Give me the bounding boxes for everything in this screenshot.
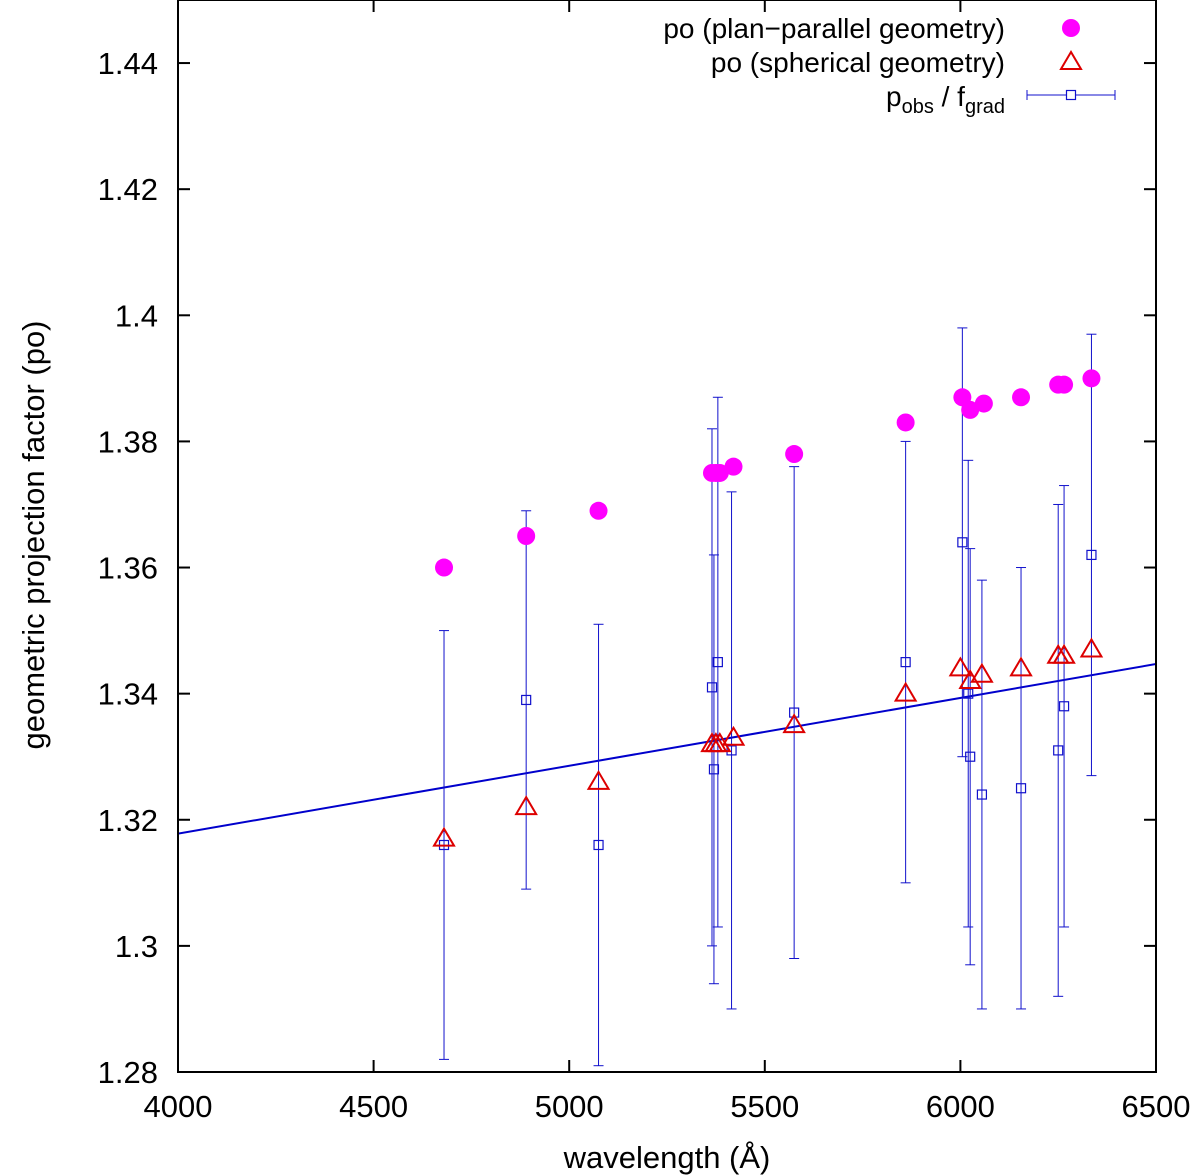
x-tick-label-4: 6000: [926, 1089, 995, 1124]
plan-parallel-point-10: [961, 400, 980, 419]
spherical-point-6: [721, 725, 746, 746]
obs-point-2: [593, 623, 604, 1067]
y-tick-label-6: 1.4: [115, 298, 158, 333]
x-tick-label-5: 6500: [1122, 1089, 1191, 1124]
x-tick-label-3: 5500: [730, 1089, 799, 1124]
obs-marker-1: [521, 694, 532, 706]
obs-point-6: [726, 491, 737, 1010]
obs-point-1: [521, 510, 532, 890]
obs-marker-9: [957, 537, 968, 548]
y-tick-label-2: 1.32: [98, 803, 158, 838]
plan-parallel-point-1: [517, 527, 536, 545]
plan-parallel-point-15: [1082, 369, 1101, 388]
chart-axes: 4000 4500 5000 5500 6000 6500 1.28 1.3 1.32 1.34 1…: [98, 0, 1191, 1124]
spherical-point-7: [782, 713, 806, 734]
obs-marker-10: [963, 688, 974, 699]
chart-legend: po (plan−parallel geometry) po (spherica…: [663, 13, 1116, 118]
obs-marker-3: [706, 682, 718, 693]
plan-parallel-point-0: [435, 558, 454, 577]
plan-parallel-point-6: [724, 457, 743, 476]
y-tick-label-4: 1.36: [98, 551, 158, 586]
plan-parallel-point-5: [710, 463, 729, 482]
y-tick-label-3: 1.34: [98, 677, 158, 712]
obs-point-15: [1058, 485, 1070, 928]
obs-marker-11: [965, 751, 976, 762]
obs-marker-14: [1053, 745, 1064, 756]
obs-point-14: [1053, 503, 1064, 997]
y-tick-label-8: 1.44: [98, 46, 158, 81]
spherical-point-14: [1052, 643, 1076, 664]
plan-parallel-point-2: [589, 501, 608, 520]
fit-line-group: [178, 663, 1156, 835]
obs-marker-2: [593, 839, 604, 851]
y-tick-label-5: 1.38: [98, 424, 158, 459]
spherical-point-12: [1009, 656, 1033, 677]
spherical-point-0: [432, 826, 456, 847]
x-tick-label-2: 5000: [535, 1089, 604, 1124]
spherical-point-9: [948, 656, 973, 677]
obs-point-4: [708, 554, 720, 985]
spherical-point-15: [1079, 637, 1104, 658]
obs-point-12: [976, 579, 988, 1010]
plan-parallel-point-12: [1012, 388, 1031, 407]
legend-label-spherical: po (spherical geometry): [711, 47, 1005, 78]
y-tick-label-0: 1.28: [98, 1055, 158, 1090]
spherical-point-11: [970, 662, 994, 683]
obs-marker-5: [712, 657, 723, 668]
y-tick-label-7: 1.42: [98, 172, 158, 207]
obs-marker-8: [900, 657, 911, 668]
x-axis-label: wavelength (Å): [563, 1140, 771, 1175]
spherical-point-10: [958, 669, 982, 690]
obs-marker-15: [1058, 701, 1070, 712]
obs-marker-13: [1015, 783, 1027, 794]
y-axis-label: geometric projection factor (po): [16, 320, 51, 749]
legend-symbol-spherical: [1059, 50, 1083, 70]
obs-point-8: [900, 440, 911, 884]
obs-marker-4: [708, 764, 720, 775]
spherical-point-2: [586, 769, 611, 790]
plan-parallel-point-14: [1055, 375, 1074, 394]
plan-parallel-point-11: [974, 394, 993, 413]
obs-point-3: [706, 428, 718, 947]
obs-point-10: [963, 459, 974, 928]
x-tick-label-1: 4500: [339, 1089, 408, 1124]
obs-marker-16: [1086, 549, 1097, 561]
obs-point-16: [1086, 333, 1097, 777]
plan-parallel-point-8: [896, 413, 915, 432]
spherical-point-8: [893, 681, 918, 702]
obs-point-13: [1015, 567, 1027, 1010]
legend-label-observed: pobs / fgrad: [886, 81, 1005, 118]
x-tick-label-0: 4000: [144, 1089, 213, 1124]
plan-parallel-point-7: [785, 445, 804, 464]
plot-frame: [177, 0, 1157, 1073]
legend-label-plan-parallel: po (plan−parallel geometry): [663, 13, 1005, 44]
obs-point-7: [789, 466, 800, 959]
obs-point-5: [712, 396, 723, 928]
fit-line: [178, 663, 1156, 835]
y-tick-label-1: 1.3: [115, 929, 158, 964]
legend-symbol-observed-marker: [1065, 89, 1077, 101]
legend-symbol-plan-parallel: [1062, 19, 1080, 37]
obs-point-11: [965, 548, 976, 966]
obs-marker-12: [976, 789, 988, 800]
chart-marks: [178, 327, 1156, 1067]
spherical-point-1: [514, 795, 538, 816]
